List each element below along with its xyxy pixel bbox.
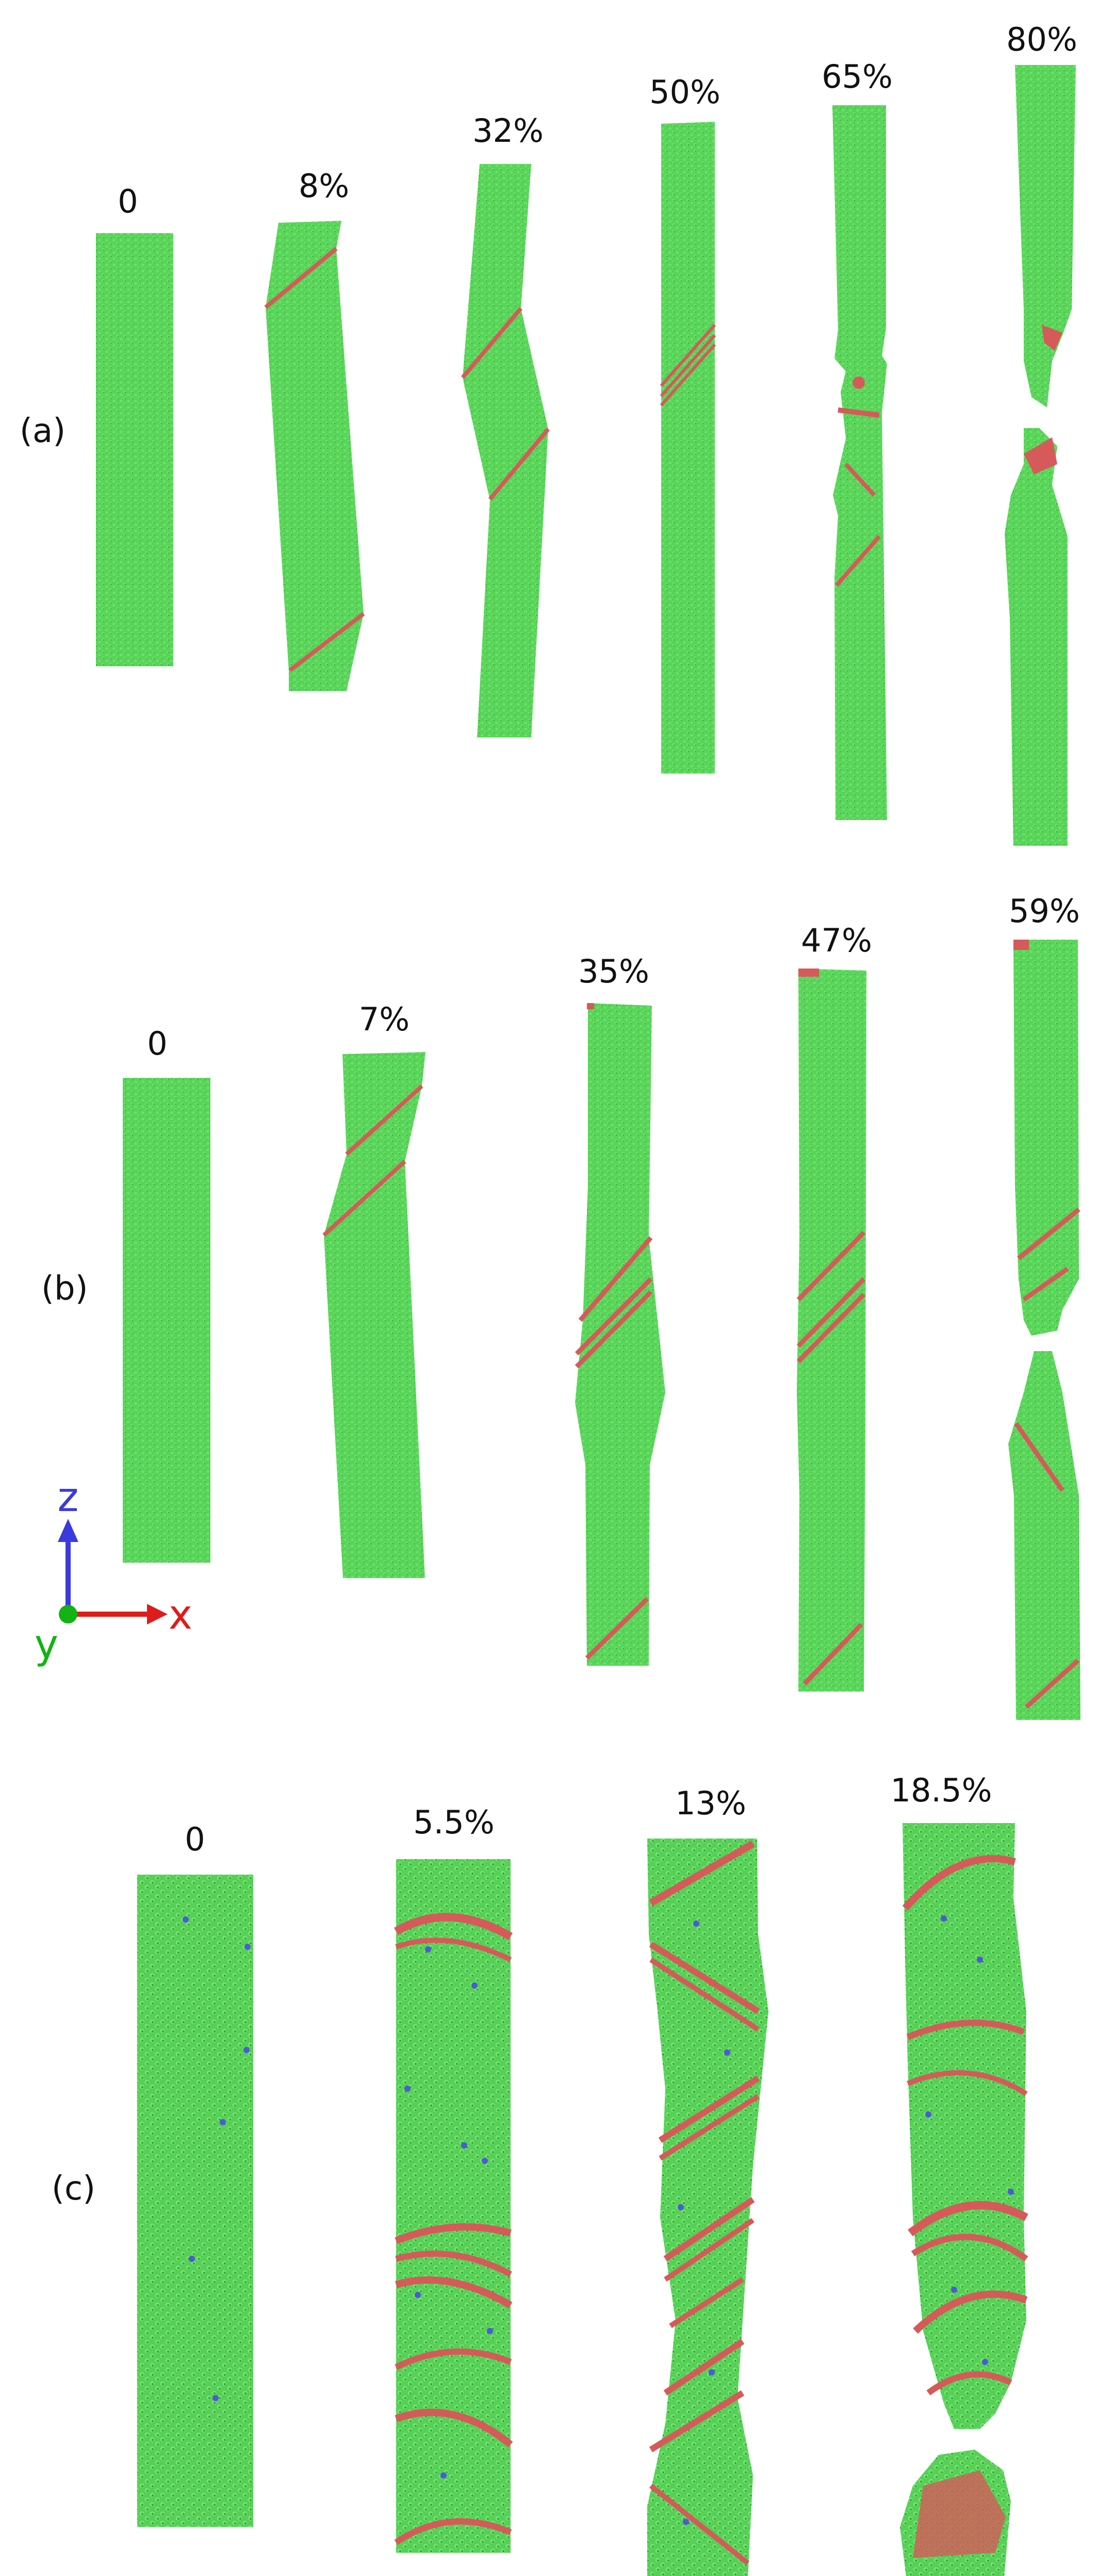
x-axis-label: x — [169, 1592, 192, 1638]
y-axis-dot — [59, 1605, 77, 1623]
slip-band — [660, 343, 716, 406]
slip-band — [844, 463, 876, 497]
nanowire-a3 — [660, 122, 716, 774]
y-axis-label: y — [35, 1621, 58, 1668]
slip-band — [288, 612, 365, 672]
slip-band — [345, 1085, 423, 1156]
slip-band — [834, 535, 881, 587]
nanowire-a5 — [1005, 65, 1076, 846]
nanowire-c3 — [900, 1823, 1028, 2576]
slip-band — [1022, 1267, 1069, 1302]
slip-band — [660, 334, 716, 397]
slip-band — [585, 1597, 649, 1660]
strain-label-a0: 0 — [118, 183, 138, 220]
slip-band — [838, 407, 880, 418]
nanowire-c2 — [647, 1839, 768, 2576]
axis-triad: z x y — [35, 1474, 192, 1668]
nanowire-b2 — [575, 1003, 665, 1666]
slip-band — [1024, 1659, 1080, 1709]
nanowire-c1 — [394, 1859, 513, 2553]
slip-band — [796, 1277, 866, 1348]
nanowire-a4 — [832, 105, 887, 820]
nanowire-b1 — [322, 1052, 425, 1578]
nanowire-b4 — [1008, 940, 1080, 1720]
x-arrow-head — [147, 1604, 168, 1625]
slip-band — [575, 1277, 653, 1356]
slip-band — [264, 247, 338, 309]
slip-band — [796, 1230, 866, 1302]
slip-band — [322, 1160, 406, 1237]
strain-label-a1: 8% — [299, 167, 349, 205]
strain-label-c2: 13% — [675, 1784, 746, 1822]
strain-label-a3: 50% — [649, 73, 720, 111]
nanowire-c0 — [137, 1875, 253, 2527]
nanowire-a2 — [461, 164, 550, 737]
nanowire-a1 — [264, 221, 365, 691]
strain-label-c3: 18.5% — [891, 1771, 992, 1809]
slip-band — [575, 1290, 653, 1369]
strain-label-a5: 80% — [1006, 21, 1077, 58]
slip-band — [796, 1292, 866, 1364]
strain-label-c1: 5.5% — [413, 1803, 495, 1841]
slip-band — [1017, 1207, 1080, 1260]
z-axis-label: z — [58, 1474, 79, 1521]
strain-label-a4: 65% — [822, 58, 893, 95]
strain-label-b2: 35% — [578, 953, 649, 990]
panel-label-c: (c) — [52, 2170, 95, 2208]
z-arrow-head — [58, 1519, 78, 1542]
slip-band — [660, 324, 716, 387]
nanowire-b3 — [796, 969, 866, 1692]
slip-band — [488, 428, 550, 501]
nanowire-b0 — [123, 1078, 210, 1563]
slip-band — [1014, 1422, 1064, 1492]
nanowire-a0 — [96, 233, 173, 666]
strain-label-a2: 32% — [472, 112, 544, 150]
slip-band — [802, 1622, 863, 1686]
strain-label-b0: 0 — [147, 1025, 167, 1062]
panel-label-a: (a) — [20, 412, 65, 450]
strain-label-b4: 59% — [1009, 892, 1080, 930]
strain-label-b1: 7% — [359, 1000, 409, 1038]
slip-band — [578, 1236, 653, 1322]
panel-label-b: (b) — [41, 1270, 88, 1308]
slip-band — [461, 307, 523, 379]
strain-label-b3: 47% — [801, 922, 872, 959]
strain-label-c0: 0 — [185, 1820, 205, 1858]
